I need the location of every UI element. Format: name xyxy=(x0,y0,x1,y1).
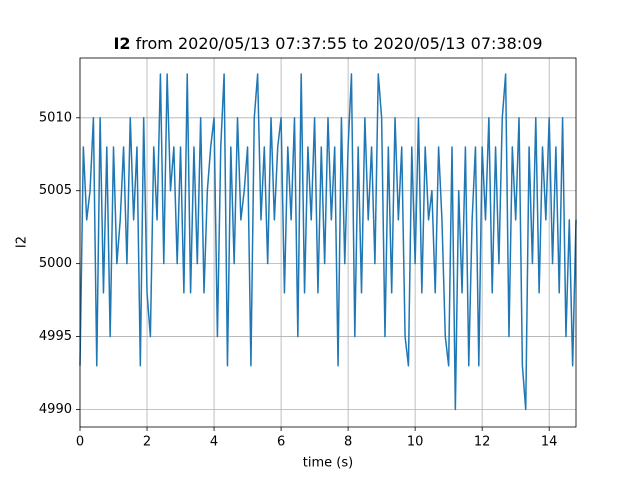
x-tick-label: 14 xyxy=(541,435,558,450)
y-tick-label: 5000 xyxy=(39,256,72,271)
data-line xyxy=(79,73,577,411)
y-tick-label: 4995 xyxy=(39,329,72,344)
x-tick-label: 8 xyxy=(344,435,352,450)
x-tick-label: 12 xyxy=(474,435,491,450)
y-tick-label: 4990 xyxy=(39,402,72,417)
x-tick-label: 6 xyxy=(277,435,285,450)
x-tick-label: 10 xyxy=(407,435,424,450)
y-tick-label: 5010 xyxy=(39,110,72,125)
y-axis-label: I2 xyxy=(15,236,30,248)
x-axis-label: time (s) xyxy=(303,456,353,471)
y-tick-label: 5005 xyxy=(39,183,72,198)
title-bold: I2 xyxy=(113,34,130,53)
plot-frame xyxy=(79,57,577,428)
x-tick-label: 4 xyxy=(210,435,218,450)
x-tick-label: 0 xyxy=(76,435,84,450)
title-rest: from 2020/05/13 07:37:55 to 2020/05/13 0… xyxy=(136,34,543,53)
x-tick-label: 2 xyxy=(143,435,151,450)
chart-title: I2 from 2020/05/13 07:37:55 to 2020/05/1… xyxy=(113,34,542,53)
